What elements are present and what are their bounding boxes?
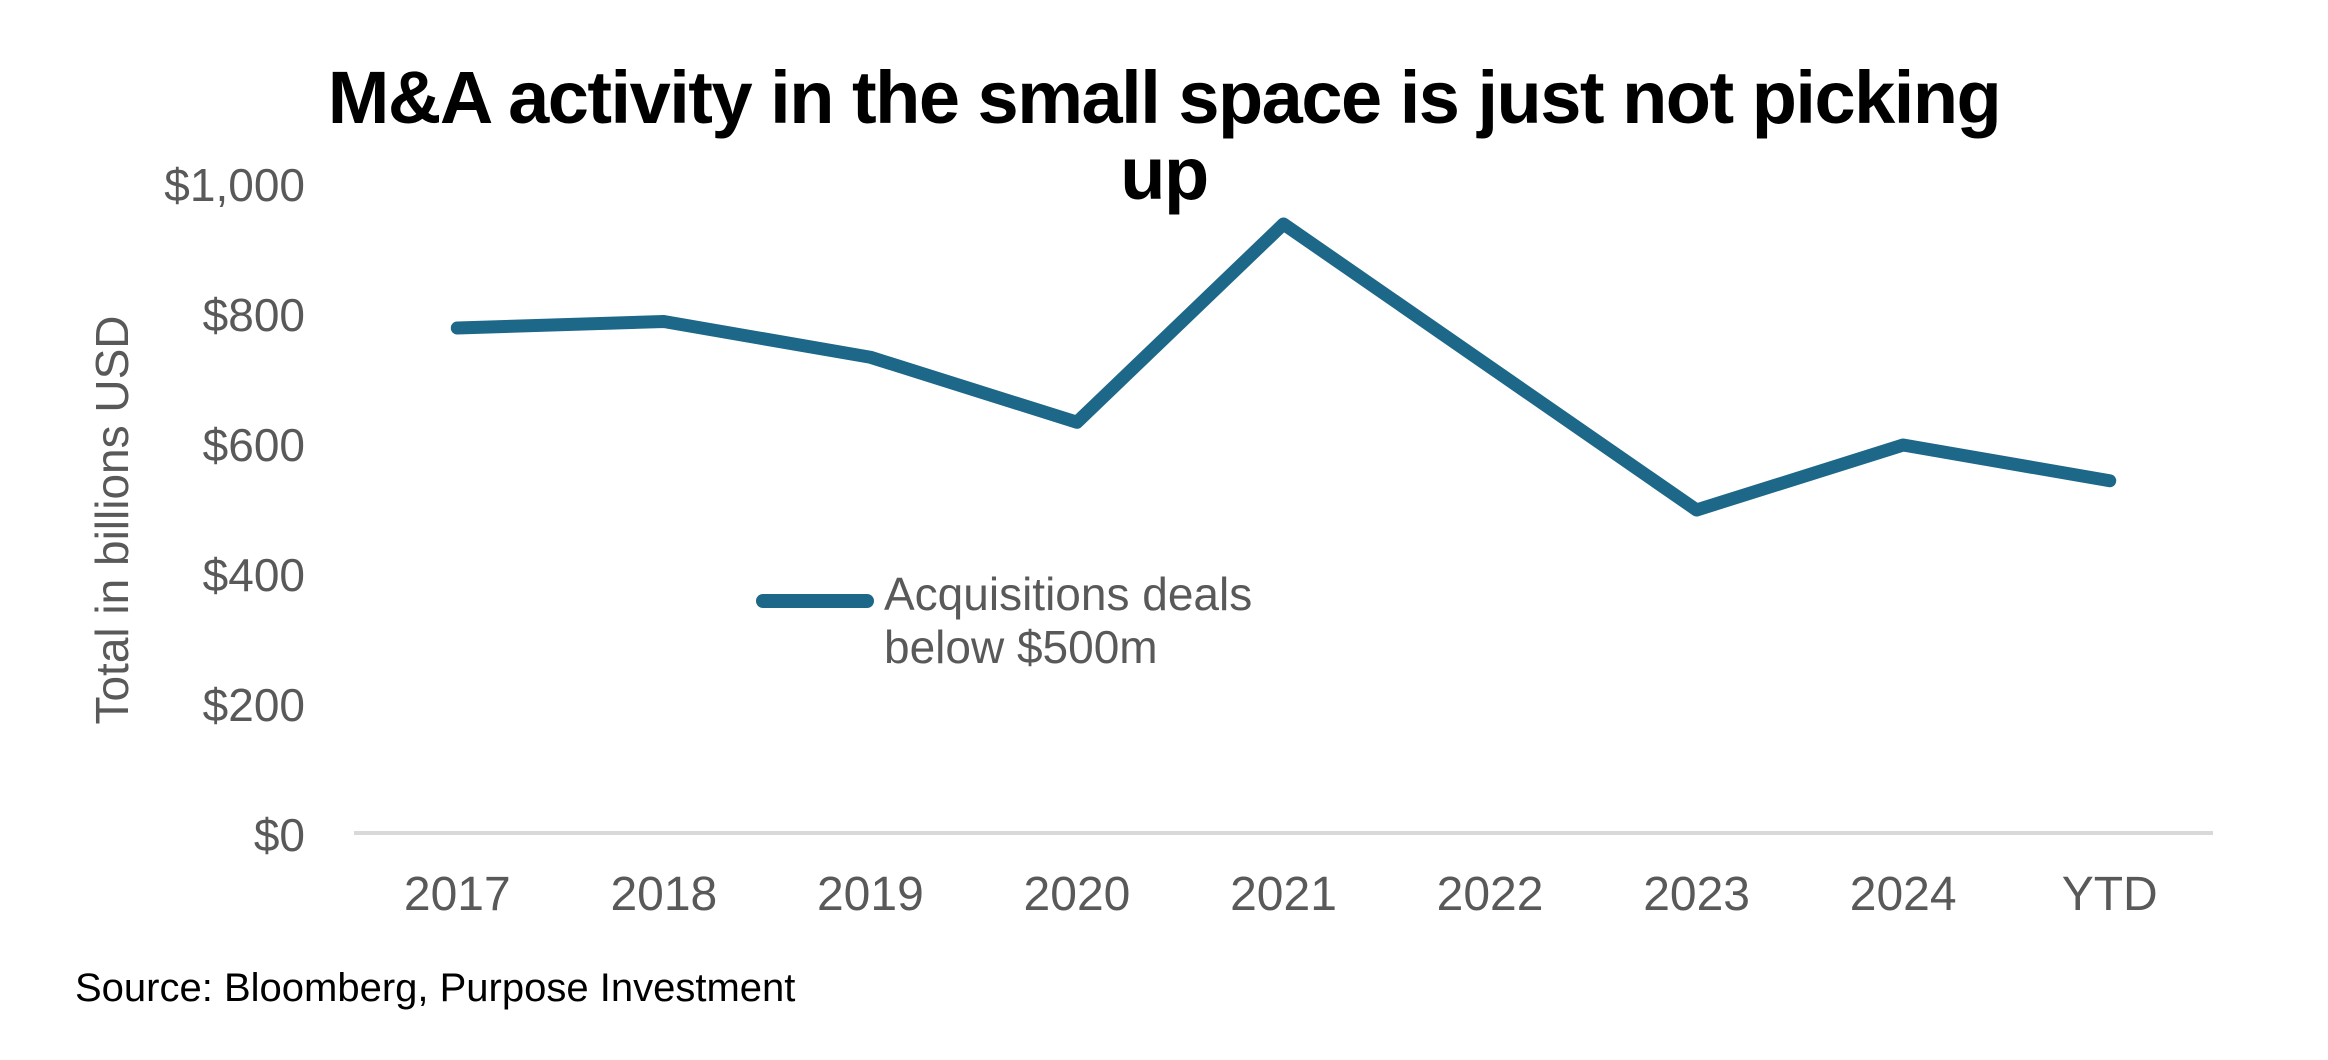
- x-tick-label: YTD: [2062, 868, 2158, 921]
- legend-label: Acquisitions deals below $500m: [884, 568, 1253, 673]
- x-tick-label: 2019: [817, 868, 924, 921]
- legend: Acquisitions deals below $500m: [756, 568, 1304, 674]
- legend-line-swatch: [756, 594, 874, 608]
- x-tick-label: 2022: [1437, 868, 1544, 921]
- x-tick-label: 2018: [610, 868, 717, 921]
- chart-title: M&A activity in the small space is just …: [64, 60, 2264, 212]
- y-tick-label: $800: [203, 289, 305, 341]
- x-tick-label: 2020: [1024, 868, 1131, 921]
- acquisitions-line: [450, 217, 2117, 517]
- y-tick-label: $200: [203, 679, 305, 731]
- chart-title-line-2: up: [1120, 132, 1209, 215]
- x-tick-label: 2021: [1230, 868, 1337, 921]
- chart-title-line-1: M&A activity in the small space is just …: [327, 56, 2002, 139]
- y-tick-label: $0: [254, 809, 305, 861]
- source-note: Source: Bloomberg, Purpose Investment: [75, 966, 796, 1010]
- y-tick-label: $600: [203, 419, 305, 471]
- x-tick-label: 2024: [1850, 868, 1957, 921]
- y-tick-label: $1,000: [164, 159, 305, 211]
- x-tick-label: 2023: [1643, 868, 1750, 921]
- y-tick-label: $400: [203, 549, 305, 601]
- x-tick-label: 2017: [404, 868, 511, 921]
